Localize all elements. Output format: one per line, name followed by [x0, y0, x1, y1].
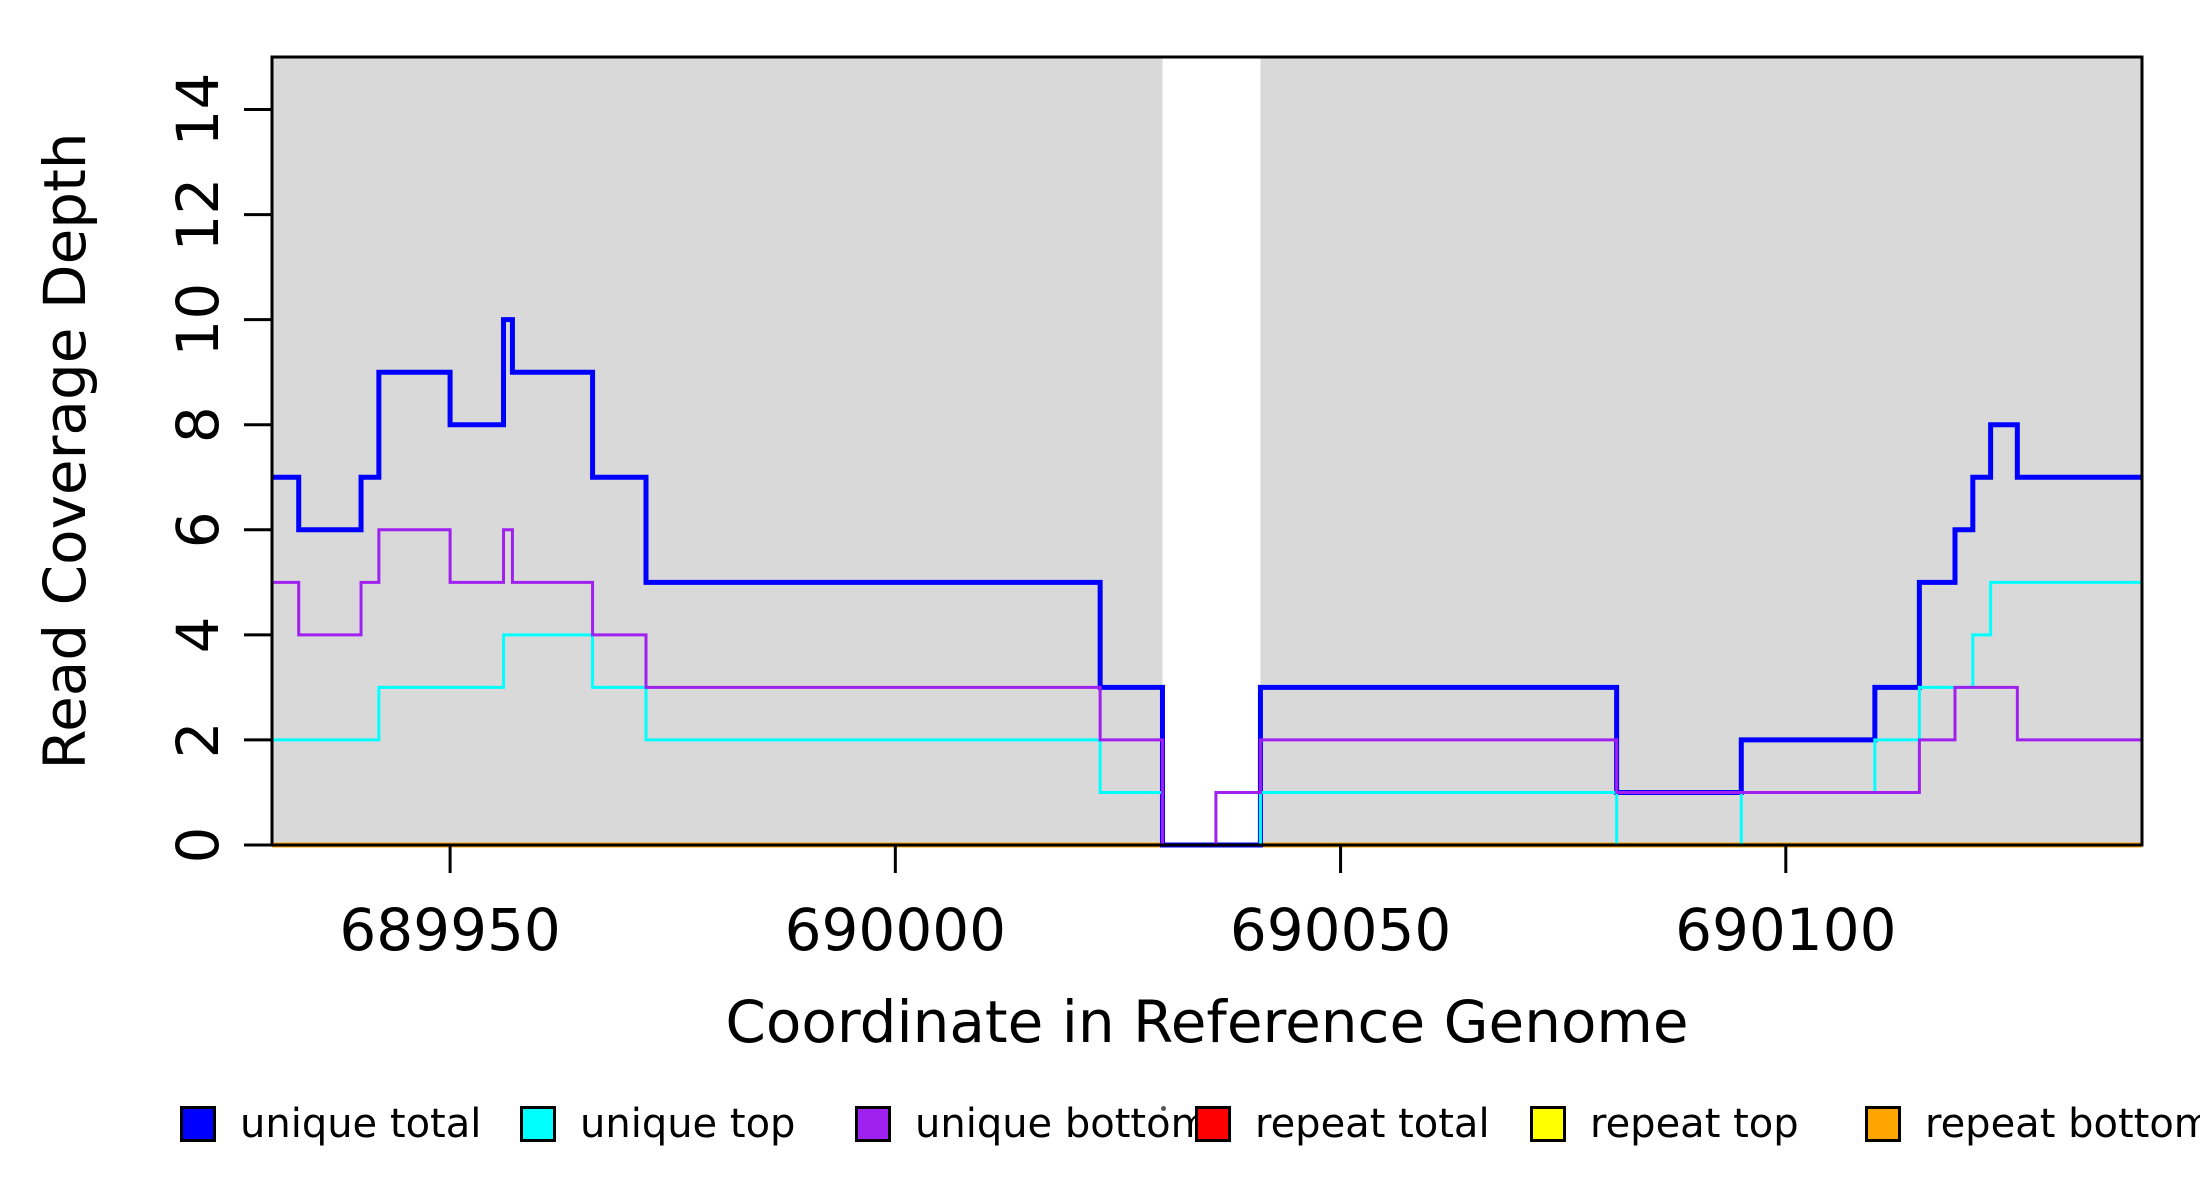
legend-item-repeat-top: repeat top	[1530, 1100, 1799, 1148]
y-tick-label: 6	[164, 511, 232, 548]
unique-top-swatch-icon	[520, 1106, 556, 1142]
x-axis-ticks: 689950 690000 690050 690100	[339, 845, 1897, 964]
x-tick-label: 689950	[339, 896, 560, 964]
legend-item-unique-bottom: unique bottom	[855, 1100, 1210, 1148]
x-axis-title: Coordinate in Reference Genome	[725, 988, 1688, 1056]
shaded-regions	[272, 57, 2142, 845]
shaded-band	[272, 57, 1163, 845]
unique-total-swatch-icon	[180, 1106, 216, 1142]
y-tick-label: 2	[164, 721, 232, 758]
repeat-bottom-swatch-icon	[1865, 1106, 1901, 1142]
plot-border	[270, 55, 2144, 847]
y-tick-label: 10	[164, 283, 232, 357]
y-axis-ticks: 0 2 4 6 8 10 12 14	[164, 73, 272, 864]
legend-item-unique-total: unique total	[180, 1100, 481, 1148]
x-tick-label: 690050	[1230, 896, 1451, 964]
legend-label: unique total	[240, 1101, 482, 1147]
legend-label: unique bottom	[915, 1101, 1210, 1147]
y-axis-title: Read Coverage Depth	[31, 132, 99, 769]
legend: unique total unique top unique bottom re…	[0, 1100, 2200, 1160]
stray-dot	[1161, 1106, 1166, 1111]
legend-label: repeat top	[1590, 1101, 1799, 1147]
series-line-unique-top	[272, 580, 2142, 847]
x-tick-label: 690100	[1675, 896, 1896, 964]
legend-item-unique-top: unique top	[520, 1100, 795, 1148]
legend-item-repeat-total: repeat total	[1195, 1100, 1490, 1148]
y-tick-label: 8	[164, 406, 232, 443]
y-tick-label: 0	[164, 827, 232, 864]
legend-label: repeat bottom	[1925, 1101, 2200, 1147]
series-line-unique-bottom	[272, 528, 2142, 847]
y-tick-label: 14	[164, 73, 232, 147]
legend-label: unique top	[580, 1101, 796, 1147]
shaded-band	[1260, 57, 2142, 845]
y-tick-label: 12	[164, 178, 232, 252]
unique-bottom-swatch-icon	[855, 1106, 891, 1142]
repeat-total-swatch-icon	[1195, 1106, 1231, 1142]
repeat-top-swatch-icon	[1530, 1106, 1566, 1142]
legend-item-repeat-bottom: repeat bottom	[1865, 1100, 2200, 1148]
legend-label: repeat total	[1255, 1101, 1490, 1147]
x-tick-label: 690000	[785, 896, 1006, 964]
y-tick-label: 4	[164, 616, 232, 653]
